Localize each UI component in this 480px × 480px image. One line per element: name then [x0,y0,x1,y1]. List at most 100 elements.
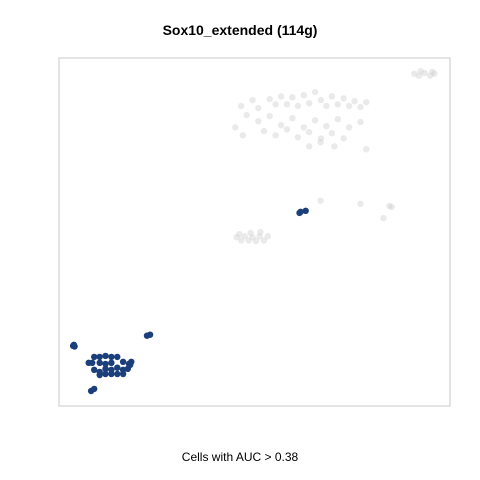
background-cell-point [431,70,438,77]
highlighted-cell-point [102,370,109,378]
highlighted-cell-point [91,366,98,373]
background-cell-point [260,237,268,244]
background-cell-point [421,69,428,77]
highlighted-cell-point [96,359,103,366]
background-cell-point [257,228,264,236]
background-cell-point [283,101,291,108]
highlighted-cell-point [102,360,109,368]
highlighted-cell-point [96,371,103,379]
background-cell-point [415,72,423,79]
background-cell-point [426,72,434,79]
background-cell-point [266,112,273,120]
background-cell-point [357,103,364,111]
background-cell-point [351,98,358,105]
highlighted-cell-point [102,365,109,372]
background-cell-point [345,124,353,131]
highlighted-cell-point [119,370,127,378]
background-cell-point [386,202,393,210]
background-cell-point [277,122,285,129]
highlighted-cell-point [146,331,154,338]
background-cell-point [277,93,285,100]
background-cell-point [245,237,252,244]
background-cell-point [289,94,296,101]
background-cell-point [317,96,325,104]
background-cell-point [256,233,263,240]
background-cell-point [300,92,307,99]
background-cell-point [388,203,395,211]
background-cell-point [243,111,250,119]
highlighted-cell-point [297,208,304,215]
plot-frame [58,57,451,407]
background-cell-point [255,118,262,125]
highlighted-cell-point [89,359,96,366]
background-cell-point [249,96,256,104]
background-cell-point [238,237,245,244]
background-cell-point [323,123,330,130]
background-points [232,68,438,245]
background-cell-point [236,230,243,238]
highlighted-cell-point [102,352,109,360]
highlighted-cell-point [119,358,127,365]
background-cell-point [331,143,338,150]
background-cell-point [380,214,387,222]
background-cell-point [239,132,246,139]
highlighted-cell-point [114,364,121,371]
background-cell-point [264,233,271,240]
background-cell-point [300,124,307,131]
background-cell-point [340,135,347,142]
background-cell-point [334,101,341,108]
background-cell-point [317,135,325,142]
highlighted-cell-point [114,353,121,361]
background-cell-point [306,128,313,136]
background-cell-point [340,95,347,102]
background-cell-point [249,234,256,241]
background-cell-point [260,127,268,135]
background-cell-point [266,95,273,103]
x-axis-label: Cells with AUC > 0.38 [181,450,299,464]
highlighted-cell-point [108,370,115,378]
highlighted-cell-point [128,358,135,365]
background-cell-point [233,234,240,241]
background-cell-point [283,126,291,133]
highlighted-cell-point [108,359,115,366]
background-cell-point [334,116,341,123]
background-cell-point [417,68,424,75]
background-cell-point [294,102,302,110]
background-cell-point [317,197,324,204]
background-cell-point [317,139,324,146]
background-cell-point [328,130,336,137]
background-cell-point [311,88,319,96]
background-cell-point [306,100,313,107]
background-cell-point [289,115,296,122]
background-cell-point [241,233,248,240]
background-cell-point [323,102,330,110]
background-cell-point [311,117,319,124]
background-cell-point [411,70,418,77]
highlighted-points [69,207,309,395]
highlighted-cell-point [114,370,121,378]
chart-title: Sox10_extended (114g) [162,22,318,38]
background-cell-point [363,146,370,153]
highlighted-cell-point [302,207,309,214]
highlighted-cell-point [91,385,98,393]
highlighted-cell-point [91,353,98,361]
background-cell-point [238,102,245,110]
background-cell-point [247,229,254,237]
background-cell-point [272,101,279,108]
background-cell-point [294,134,302,141]
highlighted-cell-point [70,341,78,348]
background-cell-point [306,143,313,150]
background-cell-point [345,102,353,110]
background-cell-point [255,104,262,112]
background-cell-point [252,237,260,245]
background-cell-point [429,68,436,76]
highlighted-cell-point [108,353,115,361]
background-cell-point [232,124,239,131]
background-cell-point [363,99,370,106]
background-cell-point [328,93,336,100]
background-cell-point [357,200,364,207]
background-cell-point [272,132,279,139]
highlighted-cell-point [96,353,103,361]
background-cell-point [357,118,364,126]
